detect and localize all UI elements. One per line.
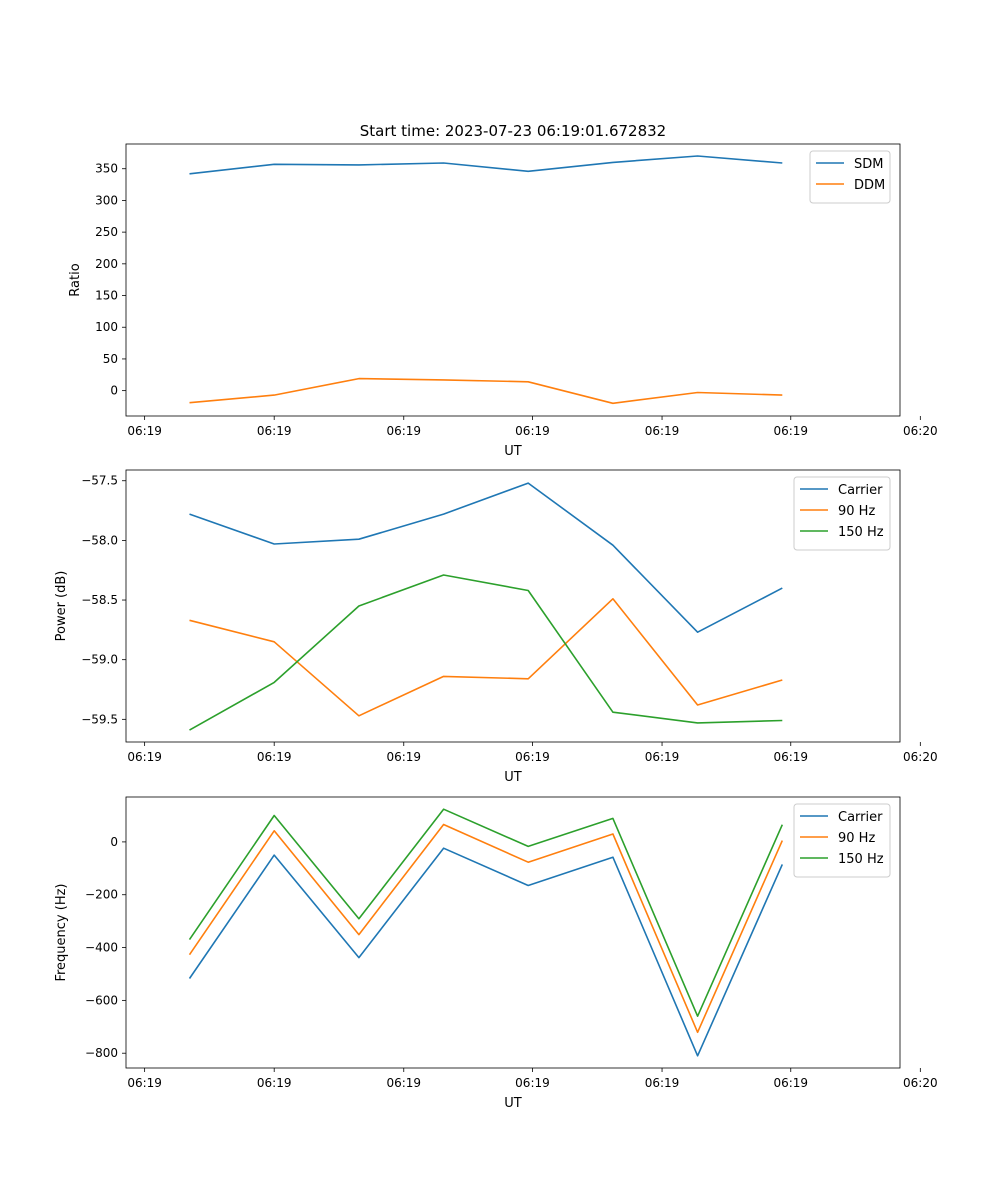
axes-frame bbox=[125, 143, 901, 417]
y-tick-label: 300 bbox=[95, 193, 118, 207]
legend-label: Carrier bbox=[838, 483, 883, 498]
x-tick-label: 06:19 bbox=[257, 424, 292, 438]
x-tick-label: 06:20 bbox=[903, 750, 938, 764]
x-tick-label: 06:19 bbox=[386, 750, 421, 764]
legend-label: 150 Hz bbox=[838, 852, 884, 867]
x-tick-label: 06:19 bbox=[515, 424, 550, 438]
x-tick-label: 06:19 bbox=[773, 424, 808, 438]
series-line-90-hz bbox=[189, 597, 783, 717]
axes-frame bbox=[125, 796, 901, 1069]
legend: Carrier 90 Hz 150 Hz bbox=[793, 803, 891, 878]
x-tick-label: 06:19 bbox=[515, 750, 550, 764]
legend: SDM DDM bbox=[809, 150, 891, 204]
x-tick-label: 06:19 bbox=[515, 1076, 550, 1090]
y-tick-label: −200 bbox=[85, 888, 118, 902]
y-axis-label: Ratio bbox=[68, 263, 83, 296]
legend-label: Carrier bbox=[838, 810, 883, 825]
y-tick-label: 200 bbox=[95, 257, 118, 271]
x-axis-label: UT bbox=[504, 444, 522, 459]
series-line-ddm bbox=[189, 377, 783, 405]
figure-title: Start time: 2023-07-23 06:19:01.672832 bbox=[360, 122, 666, 140]
x-tick-label: 06:20 bbox=[903, 1076, 938, 1090]
y-tick-label: 100 bbox=[95, 320, 118, 334]
x-tick-label: 06:19 bbox=[773, 1076, 808, 1090]
subplot-2: 06:19 06:19 06:19 06:19 06:19 06:19 06:20 −59.5… bbox=[54, 469, 938, 785]
y-axis-label: Power (dB) bbox=[54, 571, 69, 642]
subplot-3: 06:19 06:19 06:19 06:19 06:19 06:19 06:20 −800 −… bbox=[54, 796, 938, 1111]
y-tick-label: 0 bbox=[110, 384, 118, 398]
x-tick-label: 06:20 bbox=[903, 424, 938, 438]
x-tick-label: 06:19 bbox=[127, 750, 162, 764]
x-tick-label: 06:19 bbox=[386, 1076, 421, 1090]
series-line-90-hz bbox=[188, 823, 784, 1034]
series-line-150-hz bbox=[189, 574, 783, 731]
legend-label: 150 Hz bbox=[838, 525, 884, 540]
y-tick-label: −600 bbox=[85, 993, 118, 1007]
y-tick-label: 250 bbox=[95, 225, 118, 239]
x-tick-label: 06:19 bbox=[257, 1076, 292, 1090]
y-tick-label: 0 bbox=[110, 835, 118, 849]
y-tick-label: 50 bbox=[103, 352, 118, 366]
legend-label: 90 Hz bbox=[838, 831, 875, 846]
y-tick-label: −59.0 bbox=[81, 653, 118, 667]
x-axis-label: UT bbox=[504, 770, 522, 785]
y-axis-label: Frequency (Hz) bbox=[54, 883, 69, 981]
series-line-carrier bbox=[189, 482, 783, 634]
series-line-150-hz bbox=[188, 808, 784, 1018]
legend-frame bbox=[809, 150, 891, 204]
subplot-1: 06:19 06:19 06:19 06:19 06:19 06:19 06:20 0 50 10… bbox=[68, 143, 938, 459]
legend-label: SDM bbox=[854, 157, 883, 172]
series-line-carrier bbox=[188, 847, 784, 1057]
x-tick-label: 06:19 bbox=[257, 750, 292, 764]
legend-label: DDM bbox=[854, 178, 885, 193]
x-tick-label: 06:19 bbox=[386, 424, 421, 438]
x-tick-label: 06:19 bbox=[645, 424, 680, 438]
y-tick-label: −58.0 bbox=[81, 533, 118, 547]
legend-label: 90 Hz bbox=[838, 504, 875, 519]
legend: Carrier 90 Hz 150 Hz bbox=[793, 476, 891, 551]
y-tick-label: −400 bbox=[85, 941, 118, 955]
x-tick-label: 06:19 bbox=[127, 1076, 162, 1090]
y-tick-label: −59.5 bbox=[81, 712, 118, 726]
x-tick-label: 06:19 bbox=[773, 750, 808, 764]
axes-frame bbox=[125, 469, 901, 743]
y-tick-label: −58.5 bbox=[81, 593, 118, 607]
y-tick-label: −57.5 bbox=[81, 474, 118, 488]
x-axis-label: UT bbox=[504, 1096, 522, 1111]
x-tick-label: 06:19 bbox=[645, 1076, 680, 1090]
y-tick-label: −800 bbox=[85, 1046, 118, 1060]
series-line-sdm bbox=[189, 155, 783, 175]
x-tick-label: 06:19 bbox=[645, 750, 680, 764]
x-tick-label: 06:19 bbox=[127, 424, 162, 438]
y-tick-label: 350 bbox=[95, 162, 118, 176]
y-tick-label: 150 bbox=[95, 289, 118, 303]
